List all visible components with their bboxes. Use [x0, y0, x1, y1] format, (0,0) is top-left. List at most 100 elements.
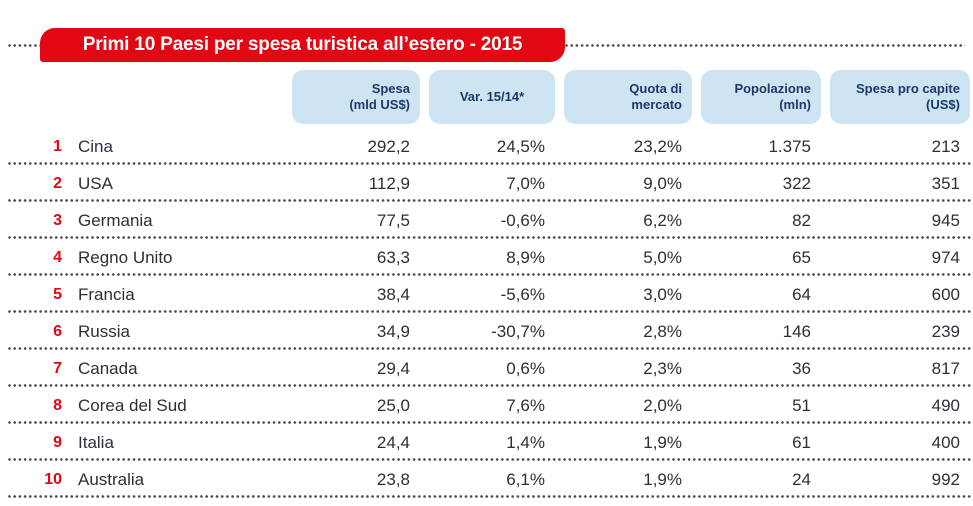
pro-capite-cell: 974 [931, 247, 960, 267]
row-separator [8, 273, 973, 276]
table-body: 1 Cina 292,2 24,5% 23,2% 1.375 213 2 USA… [8, 128, 973, 498]
var-cell: -5,6% [500, 284, 545, 304]
table-row: 8 Corea del Sud 25,0 7,6% 2,0% 51 490 [8, 387, 973, 424]
spesa-cell: 63,3 [376, 247, 410, 267]
table-row: 2 USA 112,9 7,0% 9,0% 322 351 [8, 165, 973, 202]
rank-cell: 9 [53, 433, 62, 451]
spesa-cell: 34,9 [376, 321, 410, 341]
rank-cell: 1 [53, 137, 62, 155]
country-cell: Italia [78, 432, 114, 452]
var-cell: -0,6% [500, 210, 545, 230]
table-title: Primi 10 Paesi per spesa turistica all’e… [82, 34, 523, 55]
row-separator [8, 162, 973, 165]
table-row: 9 Italia 24,4 1,4% 1,9% 61 400 [8, 424, 973, 461]
table-row: 5 Francia 38,4 -5,6% 3,0% 64 600 [8, 276, 973, 313]
quota-cell: 2,3% [643, 358, 682, 378]
country-cell: Francia [78, 284, 135, 304]
row-separator [8, 384, 973, 387]
country-cell: USA [78, 173, 113, 193]
pro-capite-cell: 400 [931, 432, 960, 452]
popolazione-cell: 24 [792, 469, 811, 489]
popolazione-cell: 36 [792, 358, 811, 378]
dotted-leader-right [565, 43, 965, 47]
row-separator [8, 310, 973, 313]
pro-capite-cell: 239 [931, 321, 960, 341]
var-cell: 8,9% [506, 247, 545, 267]
rank-cell: 5 [53, 285, 62, 303]
pro-capite-cell: 213 [931, 136, 960, 156]
table-row: 4 Regno Unito 63,3 8,9% 5,0% 65 974 [8, 239, 973, 276]
country-cell: Canada [78, 358, 138, 378]
title-row: Primi 10 Paesi per spesa turistica all’e… [8, 28, 973, 62]
popolazione-cell: 1.375 [768, 136, 811, 156]
var-cell: 0,6% [506, 358, 545, 378]
spesa-cell: 112,9 [368, 173, 410, 193]
rank-cell: 10 [44, 470, 62, 488]
column-header-var: Var. 15/14* [429, 70, 555, 124]
column-header-sublabel: (mln) [779, 97, 811, 112]
popolazione-cell: 322 [782, 173, 811, 193]
row-separator [8, 458, 973, 461]
popolazione-cell: 65 [792, 247, 811, 267]
column-header-label: Quota di [629, 81, 682, 96]
popolazione-cell: 82 [792, 210, 811, 230]
pro-capite-cell: 490 [931, 395, 960, 415]
var-cell: 1,4% [506, 432, 545, 452]
country-header-spacer [71, 70, 283, 124]
popolazione-cell: 61 [792, 432, 811, 452]
var-cell: -30,7% [491, 321, 545, 341]
table-row: 6 Russia 34,9 -30,7% 2,8% 146 239 [8, 313, 973, 350]
popolazione-cell: 51 [792, 395, 811, 415]
quota-cell: 23,2% [633, 136, 682, 156]
column-header-label: Spesa pro capite [855, 81, 960, 96]
rank-cell: 2 [53, 174, 62, 192]
table-row: 10 Australia 23,8 6,1% 1,9% 24 992 [8, 461, 973, 498]
pro-capite-cell: 945 [931, 210, 960, 230]
table-row: 7 Canada 29,4 0,6% 2,3% 36 817 [8, 350, 973, 387]
rank-cell: 4 [53, 248, 62, 266]
var-cell: 24,5% [496, 136, 545, 156]
column-header-sublabel: mercato [631, 97, 682, 112]
country-cell: Russia [78, 321, 130, 341]
column-header-spesa: Spesa (mld US$) [292, 70, 420, 124]
rank-header-spacer [8, 70, 62, 124]
spesa-cell: 29,4 [376, 358, 410, 378]
country-cell: Australia [78, 469, 145, 489]
rank-cell: 8 [53, 396, 62, 414]
quota-cell: 5,0% [643, 247, 682, 267]
table-title-banner: Primi 10 Paesi per spesa turistica all’e… [40, 28, 565, 62]
pro-capite-cell: 992 [931, 469, 960, 489]
column-header-label: Popolazione [734, 81, 811, 96]
spesa-cell: 77,5 [376, 210, 410, 230]
quota-cell: 9,0% [643, 173, 682, 193]
column-header-label: Var. 15/14* [459, 89, 525, 104]
row-separator [8, 236, 973, 239]
column-header-popolazione: Popolazione (mln) [701, 70, 821, 124]
pro-capite-cell: 600 [931, 284, 960, 304]
spesa-cell: 38,4 [376, 284, 410, 304]
row-separator [8, 495, 973, 498]
dotted-leader-left [8, 43, 40, 47]
column-header-pro-capite: Spesa pro capite (US$) [830, 70, 970, 124]
country-cell: Corea del Sud [78, 395, 187, 415]
row-separator [8, 199, 973, 202]
rank-cell: 6 [53, 322, 62, 340]
rank-cell: 3 [53, 211, 62, 229]
column-header-sublabel: (mld US$) [349, 97, 410, 112]
column-header-sublabel: (US$) [926, 97, 960, 112]
var-cell: 7,6% [506, 395, 545, 415]
column-header-row: Spesa (mld US$) Var. 15/14* Quota di mer… [8, 70, 970, 124]
spesa-cell: 25,0 [376, 395, 410, 415]
rank-cell: 7 [53, 359, 62, 377]
quota-cell: 2,8% [643, 321, 682, 341]
country-cell: Germania [78, 210, 153, 230]
var-cell: 7,0% [506, 173, 545, 193]
pro-capite-cell: 817 [931, 358, 960, 378]
quota-cell: 3,0% [643, 284, 682, 304]
pro-capite-cell: 351 [931, 173, 960, 193]
popolazione-cell: 146 [782, 321, 811, 341]
quota-cell: 6,2% [643, 210, 682, 230]
row-separator [8, 421, 973, 424]
country-cell: Cina [78, 136, 113, 156]
